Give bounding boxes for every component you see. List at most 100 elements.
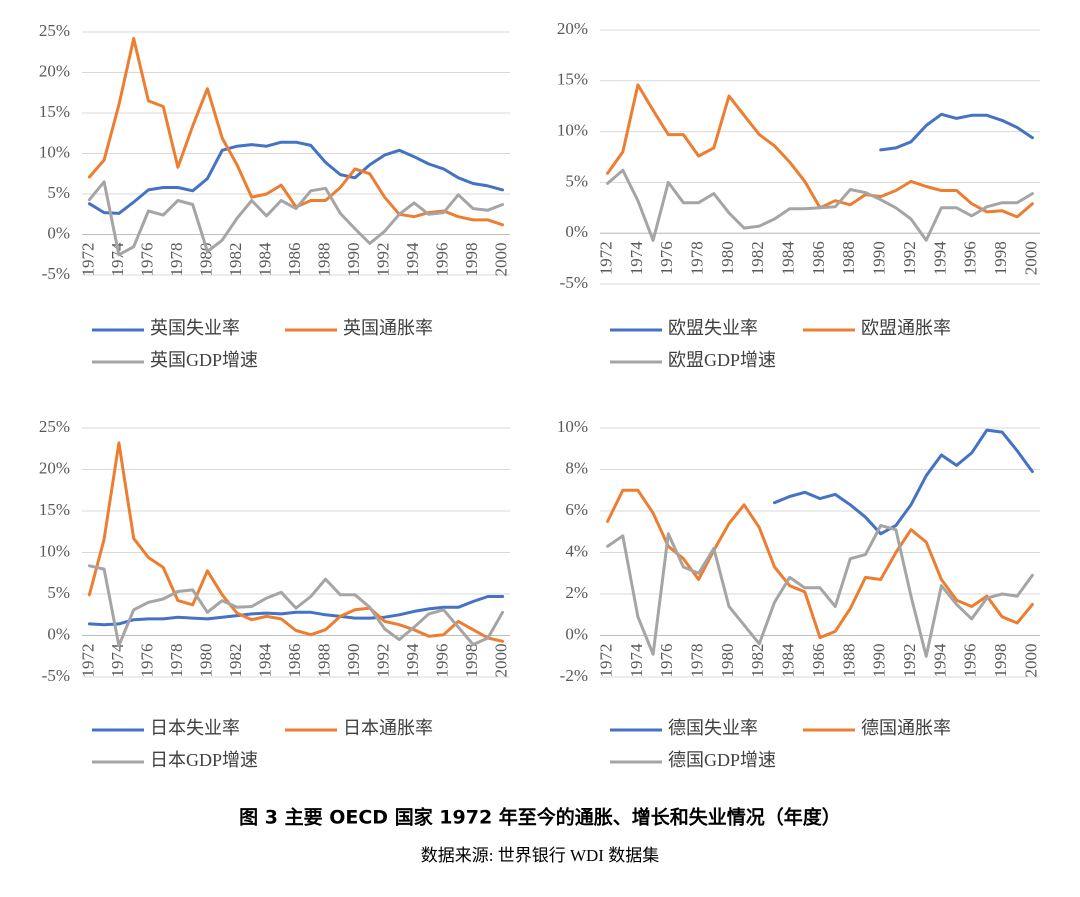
series-line: [773, 428, 1034, 536]
y-tick-label: 8%: [565, 458, 588, 477]
x-tick-label: 1986: [809, 241, 828, 275]
x-tick-label: 1996: [961, 241, 980, 275]
x-tick-label: 1972: [78, 243, 97, 277]
y-tick-label: -2%: [560, 666, 588, 685]
legend-label: 德国通胀率: [861, 718, 951, 738]
y-tick-label: -5%: [42, 264, 70, 283]
legend-label: 欧盟GDP增速: [668, 350, 776, 370]
x-tick-label: 1972: [596, 644, 615, 678]
x-tick-label: 1994: [403, 643, 422, 678]
x-tick-label: 1996: [432, 243, 451, 277]
x-tick-label: 1988: [314, 644, 333, 678]
legend-label: 英国失业率: [150, 318, 240, 338]
x-tick-label: 1978: [167, 644, 186, 678]
x-tick-label: 1984: [779, 241, 798, 276]
y-tick-label: 10%: [39, 142, 70, 161]
y-tick-label: 15%: [39, 102, 70, 121]
legend-label: 英国GDP增速: [150, 350, 258, 370]
x-tick-label: 1986: [809, 644, 828, 678]
y-tick-label: 15%: [39, 500, 70, 519]
x-tick-label: 2000: [1021, 241, 1040, 275]
y-tick-label: 10%: [557, 417, 588, 436]
legend-label: 英国通胀率: [343, 318, 433, 338]
x-tick-label: 1972: [78, 644, 97, 678]
x-tick-label: 1982: [226, 243, 245, 277]
data-source: 数据来源: 世界银行 WDI 数据集: [421, 846, 659, 865]
series-line: [87, 595, 505, 627]
x-tick-label: 1994: [930, 241, 949, 276]
y-tick-label: 0%: [565, 222, 588, 241]
y-tick-label: -5%: [42, 666, 70, 685]
x-tick-label: 1992: [373, 644, 392, 678]
x-tick-label: 1996: [961, 644, 980, 678]
x-tick-label: 1972: [596, 241, 615, 275]
x-tick-label: 1976: [137, 644, 156, 678]
y-tick-label: 25%: [39, 21, 70, 40]
y-tick-label: 20%: [557, 19, 588, 38]
x-tick-label: 1984: [255, 643, 274, 678]
series-line: [87, 37, 505, 227]
x-tick-label: 1994: [403, 242, 422, 277]
x-tick-label: 1976: [657, 644, 676, 678]
y-tick-label: 20%: [39, 458, 70, 477]
series-line: [879, 112, 1034, 152]
y-tick-label: 2%: [565, 583, 588, 602]
x-tick-label: 1974: [627, 643, 646, 678]
y-tick-label: 10%: [557, 121, 588, 140]
x-tick-label: 1980: [196, 644, 215, 678]
x-tick-label: 1976: [657, 241, 676, 275]
y-tick-label: 5%: [565, 171, 588, 190]
chart: -5% 0% 5% 10% 15% 20% 1972 1974 1976 1978 1980 1982…: [557, 19, 1040, 370]
x-tick-label: 1990: [870, 241, 889, 275]
x-tick-label: 1998: [991, 241, 1010, 275]
x-tick-label: 1992: [900, 241, 919, 275]
legend-label: 德国GDP增速: [668, 750, 776, 770]
x-tick-label: 1984: [255, 242, 274, 277]
x-tick-label: 1988: [314, 243, 333, 277]
y-tick-label: 15%: [557, 70, 588, 89]
x-tick-label: 1992: [373, 243, 392, 277]
x-tick-label: 2000: [1021, 644, 1040, 678]
x-tick-label: 1988: [839, 241, 858, 275]
x-tick-label: 1996: [432, 644, 451, 678]
y-tick-label: 5%: [47, 183, 70, 202]
series-line: [606, 83, 1034, 219]
legend-label: 德国失业率: [668, 718, 758, 738]
x-tick-label: 1980: [196, 243, 215, 277]
legend-label: 欧盟失业率: [668, 318, 758, 338]
figure-caption: 图 3 主要 OECD 国家 1972 年至今的通胀、增长和失业情况（年度）: [239, 806, 841, 829]
x-tick-label: 1982: [226, 644, 245, 678]
x-tick-label: 1976: [137, 243, 156, 277]
x-tick-label: 1974: [627, 241, 646, 276]
y-tick-label: 6%: [565, 500, 588, 519]
x-tick-label: 1998: [991, 644, 1010, 678]
chart: -5% 0% 5% 10% 15% 20% 25% 1972 1974 1976 1978 1980 1…: [39, 21, 511, 370]
y-tick-label: 4%: [565, 541, 588, 560]
x-tick-label: 1978: [688, 241, 707, 275]
legend-label: 日本GDP增速: [150, 750, 258, 770]
x-tick-label: 1982: [748, 241, 767, 275]
x-tick-label: 1998: [462, 644, 481, 678]
x-tick-label: 1978: [167, 243, 186, 277]
x-tick-label: 1988: [839, 644, 858, 678]
x-tick-label: 1994: [930, 643, 949, 678]
legend-label: 日本通胀率: [343, 718, 433, 738]
series-line: [606, 168, 1034, 242]
legend-label: 欧盟通胀率: [861, 318, 951, 338]
x-tick-label: 1992: [900, 644, 919, 678]
chart: -5% 0% 5% 10% 15% 20% 25% 1972 1974 1976 1978 1980 1…: [39, 417, 511, 770]
legend-label: 日本失业率: [150, 718, 240, 738]
x-tick-label: 1982: [748, 644, 767, 678]
x-tick-label: 2000: [492, 243, 511, 277]
y-tick-label: 0%: [47, 223, 70, 242]
x-tick-label: 1978: [688, 644, 707, 678]
x-tick-label: 1998: [462, 243, 481, 277]
x-tick-label: 1984: [779, 643, 798, 678]
y-tick-label: 0%: [565, 624, 588, 643]
series-line: [87, 180, 505, 257]
x-tick-label: 1986: [285, 644, 304, 678]
y-tick-label: 0%: [47, 624, 70, 643]
y-tick-label: 25%: [39, 417, 70, 436]
x-tick-label: 1980: [718, 241, 737, 275]
